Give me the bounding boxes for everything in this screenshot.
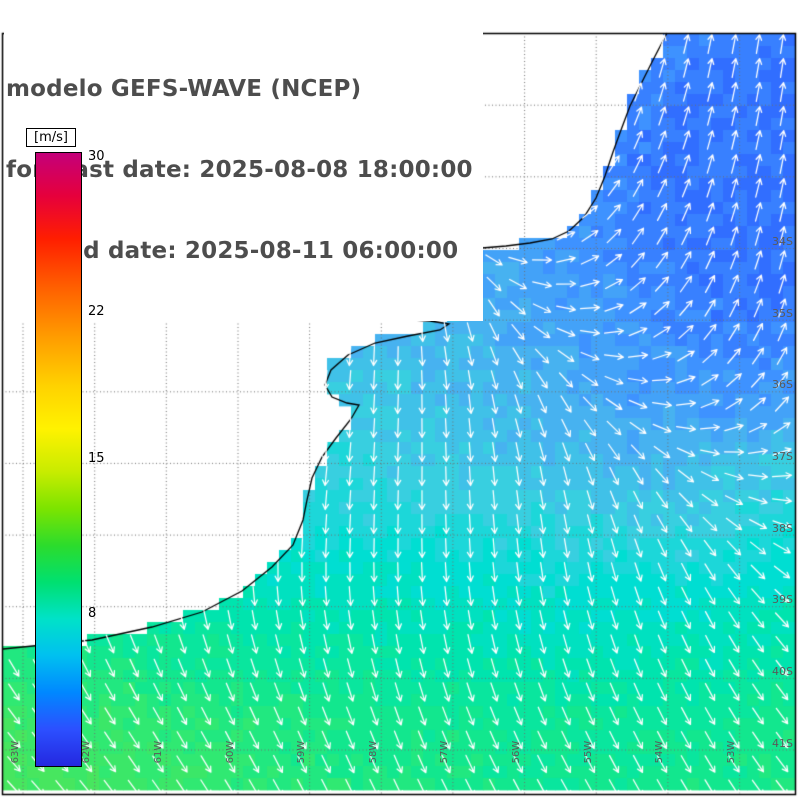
- lon-label: 53W: [726, 740, 738, 764]
- legend-tick: 30: [88, 149, 105, 164]
- lat-label: 35S: [772, 306, 793, 320]
- legend-color-bar: [35, 152, 82, 767]
- lon-label: 57W: [439, 740, 451, 764]
- lat-label: 34S: [772, 235, 793, 248]
- lon-label: 61W: [152, 740, 164, 764]
- lat-label: 41S: [772, 736, 793, 750]
- lat-label: 38S: [772, 521, 793, 535]
- model-title: modelo GEFS-WAVE (NCEP): [6, 76, 362, 102]
- lat-label: 39S: [772, 593, 793, 607]
- lon-label: 56W: [511, 740, 523, 764]
- legend-tick: 15: [88, 451, 105, 466]
- lon-label: 58W: [367, 740, 379, 764]
- legend-tick: 8: [88, 606, 97, 621]
- lon-label: 63W: [9, 740, 21, 764]
- lat-label: 37S: [772, 449, 793, 463]
- lat-label: 40S: [772, 664, 793, 678]
- legend-tick: 22: [88, 304, 105, 319]
- lat-label: 36S: [772, 378, 793, 392]
- lon-label: 62W: [81, 740, 93, 764]
- lon-label: 54W: [654, 740, 666, 764]
- title-block: modelo GEFS-WAVE (NCEP) forecast date: 2…: [4, 22, 483, 321]
- lon-label: 59W: [296, 740, 308, 764]
- legend-unit-label: [m/s]: [26, 128, 76, 147]
- lon-label: 55W: [582, 740, 594, 764]
- lon-label: 60W: [224, 740, 236, 764]
